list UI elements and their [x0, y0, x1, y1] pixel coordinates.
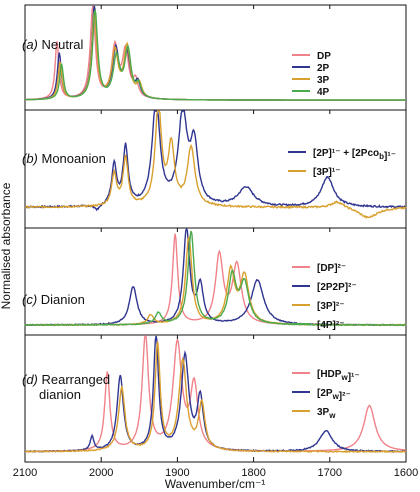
y-axis-title: Normalised absorbance	[0, 182, 13, 309]
series-line	[24, 110, 407, 220]
x-tick-label: 1800	[241, 467, 265, 479]
legend-entry: [3P]¹⁻	[313, 167, 341, 178]
legend-entry: [3P]²⁻	[317, 301, 345, 312]
panel-label: (c) Dianion	[22, 292, 85, 307]
x-tick-label: 1600	[394, 467, 418, 479]
x-axis-title: Wavenumber/cm⁻¹	[165, 477, 266, 491]
legend-entry: 3P	[317, 75, 330, 86]
legend-entry: 2P	[317, 63, 330, 74]
legend-entry: [2P]¹⁻ + [2Pcob]¹⁻	[313, 148, 396, 162]
legend-entry: [DP]²⁻	[317, 263, 346, 274]
panel-label: (d) Rearranged	[22, 372, 110, 387]
series-line	[24, 341, 407, 454]
series-line	[24, 230, 407, 327]
panel-label: (a) Neutral	[22, 37, 84, 52]
x-tick-label: 1900	[165, 467, 189, 479]
x-tick-label: 2000	[89, 467, 113, 479]
legend-entry: [2Pw]²⁻	[317, 388, 351, 402]
panel-label: (b) Monoanion	[22, 151, 106, 166]
legend-entry: [HDPw]¹⁻	[317, 369, 360, 383]
legend-entry: 4P	[317, 87, 330, 98]
legend-entry: DP	[317, 51, 331, 62]
panel-label-line2: dianion	[39, 387, 81, 402]
legend-entry: 3Pw	[317, 407, 336, 420]
x-tick-label: 1700	[318, 467, 342, 479]
x-axis: 2100 2000 1900 1800 1700 1600	[13, 5, 418, 479]
x-tick-label: 2100	[13, 467, 37, 479]
series-line	[25, 9, 406, 101]
panel-dianion: (c) Dianion [DP]²⁻ [2P2P]²⁻ [3P]²⁻ [4P]²⁻	[22, 227, 407, 336]
legend-entry: [4P]²⁻	[317, 320, 345, 331]
panel-frame	[24, 334, 407, 463]
series-line	[24, 110, 407, 212]
legend-entry: [2P2P]²⁻	[317, 282, 357, 293]
